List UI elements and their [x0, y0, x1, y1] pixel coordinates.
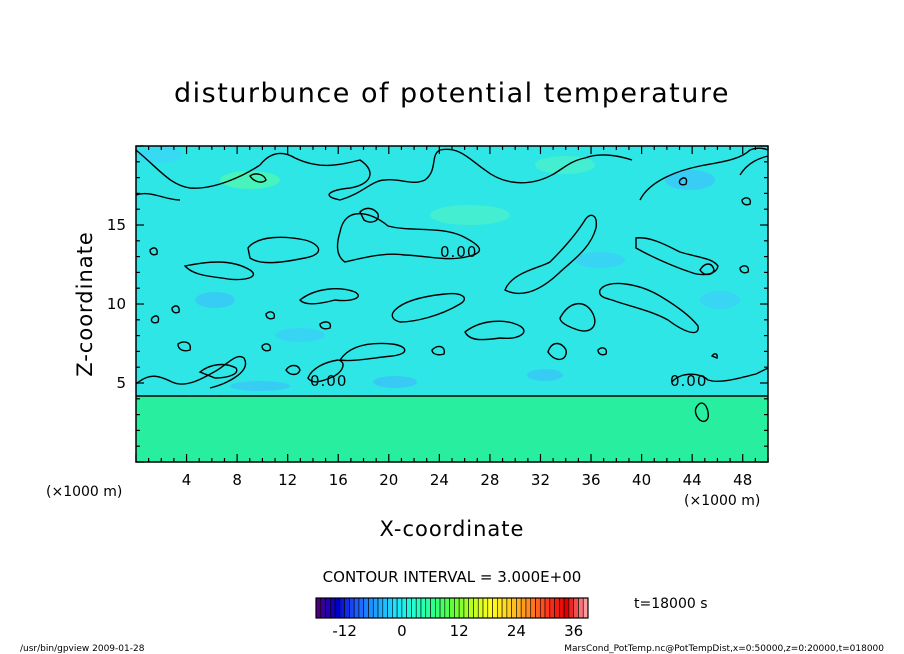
shading-patches [138, 147, 740, 391]
time-label: t=18000 s [634, 596, 708, 612]
colorbar-cell [372, 597, 379, 619]
colorbar-cell [487, 597, 493, 619]
y-tick-label: 5 [116, 374, 126, 392]
colorbar-cell [563, 597, 570, 619]
colorbar-cell [477, 597, 484, 619]
colorbar-tick-label: 36 [564, 622, 583, 640]
colorbar-cell [420, 597, 427, 619]
zero-contours [135, 147, 769, 423]
colorbar-frame [315, 597, 589, 619]
colorbar-cell [482, 597, 489, 619]
y-axis-title: Z-coordinate [73, 231, 97, 377]
colorbar-cell [554, 597, 560, 619]
colorbar-tick-label: 0 [397, 622, 407, 640]
footer-left: /usr/bin/gpview 2009-01-28 [20, 644, 145, 654]
colorbar-tick-label: 12 [450, 622, 469, 640]
colorbar-cell [368, 597, 374, 619]
x-tick-label: 24 [430, 471, 449, 489]
colorbar-cell [559, 597, 565, 619]
colorbar-cell [415, 597, 422, 619]
colorbar-ticks: -12 0 12 24 36 [332, 622, 583, 640]
contour-interval: CONTOUR INTERVAL = 3.000E+00 [323, 568, 582, 586]
plot-area: 0.00 0.00 0.00 [135, 145, 769, 463]
x-tick-label: 20 [379, 471, 398, 489]
colorbar-cell [535, 597, 541, 619]
colorbar-cell [549, 597, 555, 619]
colorbar-cell [568, 597, 574, 619]
colorbar-cell [363, 597, 369, 619]
colorbar-cell [339, 597, 345, 619]
x-tick-label: 40 [632, 471, 651, 489]
y-tick-label: 10 [107, 295, 126, 313]
colorbar-cell [315, 597, 322, 619]
colorbar-cell [582, 597, 589, 619]
x-tick-label: 4 [182, 471, 192, 489]
colorbar-tick-label: 24 [507, 622, 526, 640]
colorbar-cell [377, 597, 384, 619]
colorbar-cell [530, 597, 536, 619]
colorbar-cell [578, 597, 584, 619]
x-tick-label: 28 [480, 471, 499, 489]
x-axis-title: X-coordinate [380, 517, 525, 541]
lower-field [136, 396, 768, 462]
colorbar-cell [425, 597, 431, 619]
x-tick-label: 36 [581, 471, 600, 489]
colorbar-cell [396, 597, 403, 619]
colorbar-cell [544, 597, 551, 619]
colorbar-cell [525, 597, 532, 619]
contour-label-zero-3: 0.00 [670, 372, 707, 390]
colorbar-cell [392, 597, 398, 619]
colorbar-cell [325, 597, 331, 619]
colorbar-cell [511, 597, 517, 619]
x-tick-label: 16 [329, 471, 348, 489]
colorbar-cell [497, 597, 503, 619]
colorbar-cell [401, 597, 407, 619]
colorbar-cell [353, 597, 360, 619]
colorbar-cell [454, 597, 460, 619]
colorbar [315, 597, 589, 619]
y-tick-label: 15 [107, 216, 126, 234]
colorbar-cell [387, 597, 393, 619]
colorbar-cell [358, 597, 365, 619]
colorbar-cell [444, 597, 450, 619]
contour-label-zero-2: 0.00 [310, 372, 347, 390]
colorbar-cell [516, 597, 522, 619]
x-unit-left: (×1000 m) [46, 484, 122, 500]
colorbar-cell [520, 597, 527, 619]
colorbar-cell [473, 597, 479, 619]
colorbar-cell [492, 597, 498, 619]
x-tick-label: 44 [683, 471, 702, 489]
colorbar-cell [411, 597, 417, 619]
x-tick-label: 12 [278, 471, 297, 489]
footer-right: MarsCond_PotTemp.nc@PotTempDist,x=0:5000… [564, 644, 884, 654]
colorbar-cell [330, 597, 336, 619]
contour-label-zero: 0.00 [440, 243, 477, 261]
x-tick-label: 8 [232, 471, 242, 489]
x-tick-label: 32 [531, 471, 550, 489]
colorbar-tick-label: -12 [332, 622, 357, 640]
colorbar-cell [439, 597, 446, 619]
colorbar-cell [334, 597, 341, 619]
colorbar-cell [344, 597, 350, 619]
colorbar-cell [406, 597, 412, 619]
colorbar-cell [539, 597, 546, 619]
colorbar-cell [320, 597, 326, 619]
colorbar-cell [349, 597, 355, 619]
colorbar-cell [468, 597, 474, 619]
colorbar-cell [506, 597, 512, 619]
x-unit-right: (×1000 m) [684, 493, 760, 509]
colorbar-cell [463, 597, 470, 619]
chart-title: disturbunce of potential temperature [174, 78, 730, 109]
colorbar-cell [434, 597, 441, 619]
colorbar-cell [458, 597, 465, 619]
colorbar-cell [449, 597, 455, 619]
x-tick-label: 48 [733, 471, 752, 489]
colorbar-cell [501, 597, 508, 619]
colorbar-cell [430, 597, 436, 619]
colorbar-cell [382, 597, 388, 619]
colorbar-cell [573, 597, 579, 619]
